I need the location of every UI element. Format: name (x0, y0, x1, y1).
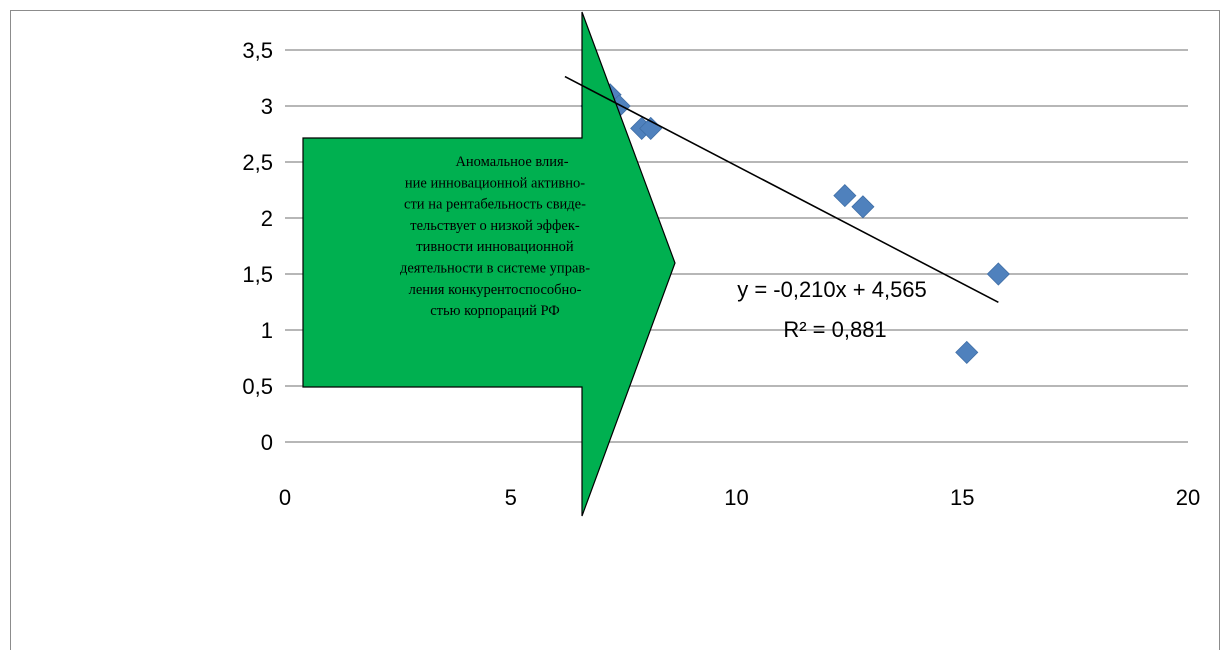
data-point (986, 262, 1010, 286)
x-tick-label: 20 (1176, 485, 1200, 510)
y-tick-label: 1,5 (242, 262, 273, 287)
y-tick-label: 3 (261, 94, 273, 119)
y-tick-label: 1 (261, 318, 273, 343)
x-tick-label: 5 (505, 485, 517, 510)
arrow-shape (302, 11, 676, 517)
y-tick-label: 2,5 (242, 150, 273, 175)
trend-line (564, 75, 999, 304)
trend-r-squared: R² = 0,881 (783, 317, 886, 342)
annotation-line: стью корпораций РФ (430, 303, 560, 319)
annotation-line: ние инновационной активно- (405, 175, 585, 191)
y-tick-label: 0 (261, 430, 273, 455)
x-tick-labels: 0 5 10 15 20 (279, 485, 1200, 510)
y-tick-label: 2 (261, 206, 273, 231)
annotation-line: сти на рентабельность свиде- (404, 197, 586, 213)
data-point (833, 184, 857, 208)
annotation-line: Аномальное влия- (455, 154, 568, 170)
chart-frame (10, 10, 1220, 650)
annotation-line: деятельности в системе управ- (400, 261, 590, 277)
x-tick-label: 10 (724, 485, 748, 510)
annotation-arrow: Аномальное влия-ние инновационной активн… (302, 11, 676, 517)
x-tick-label: 0 (279, 485, 291, 510)
annotation-line: тивности инновационной (416, 239, 574, 255)
data-point (851, 195, 875, 219)
x-tick-label: 15 (950, 485, 974, 510)
annotation-line: ления конкурентоспособно- (409, 282, 582, 298)
y-tick-labels: 0 0,5 1 1,5 2 2,5 3 3,5 (242, 38, 273, 455)
annotation-line: тельствует о низкой эффек- (410, 218, 580, 234)
data-point (955, 340, 979, 364)
y-tick-label: 3,5 (242, 38, 273, 63)
y-tick-label: 0,5 (242, 374, 273, 399)
annotation-text: Аномальное влия-ние инновационной активн… (400, 154, 590, 319)
trend-equation: y = -0,210x + 4,565 (737, 277, 927, 302)
